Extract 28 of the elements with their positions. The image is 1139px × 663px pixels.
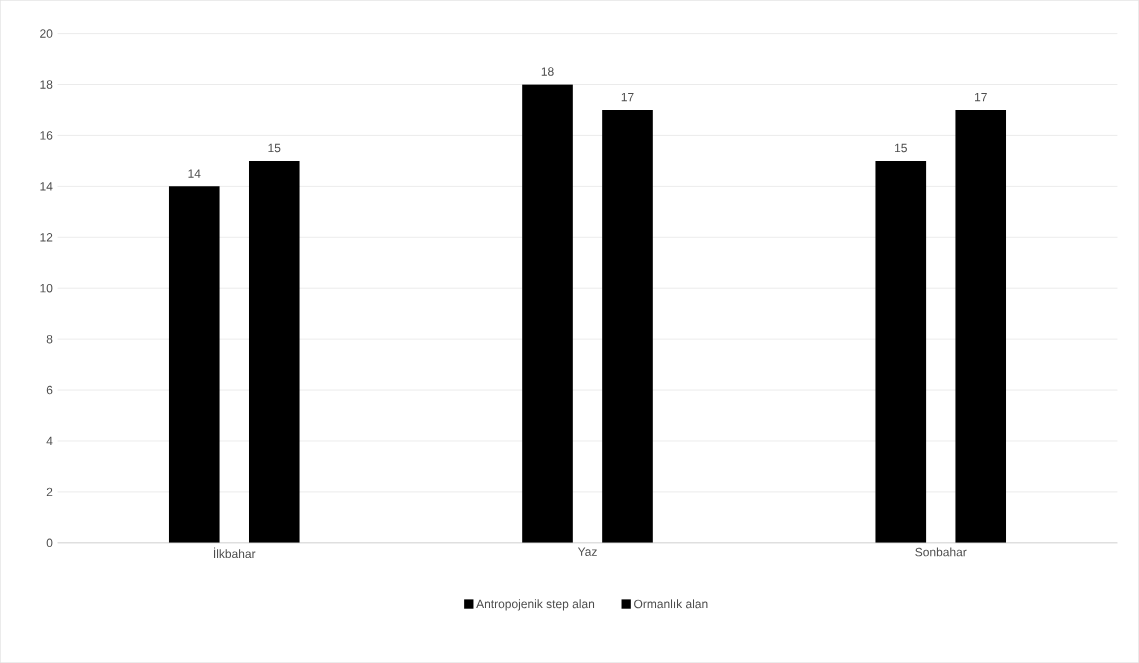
bar xyxy=(248,160,300,543)
bar xyxy=(875,160,927,543)
data-label: 18 xyxy=(541,67,554,76)
data-label: 15 xyxy=(268,143,281,153)
x-tick-label: İlkbahar xyxy=(213,547,256,559)
x-tick-label: Yaz xyxy=(577,547,597,556)
data-label: 17 xyxy=(975,92,987,102)
y-tick-label: 4 xyxy=(46,436,53,446)
y-tick-label: 2 xyxy=(46,487,53,497)
y-tick-label: 8 xyxy=(46,334,53,344)
legend-label: Antropojenik step alan xyxy=(476,599,595,611)
bar xyxy=(602,109,653,543)
bar xyxy=(955,109,1007,543)
data-label: 17 xyxy=(621,92,634,102)
bar xyxy=(168,186,220,543)
y-tick-label: 16 xyxy=(40,131,53,140)
bar xyxy=(522,84,573,543)
y-tick-label: 10 xyxy=(40,283,53,293)
y-tick-label: 6 xyxy=(46,385,53,395)
y-tick-label: 20 xyxy=(40,29,53,38)
y-tick-label: 12 xyxy=(40,233,53,242)
y-tick-label: 0 xyxy=(46,538,53,548)
y-tick-label: 14 xyxy=(40,182,53,191)
x-tick-label: Sonbahar xyxy=(915,547,967,557)
data-label: 14 xyxy=(188,169,201,178)
y-tick-label: 18 xyxy=(40,80,53,89)
data-label: 15 xyxy=(895,143,907,153)
legend-label: Ormanlık alan xyxy=(634,599,708,609)
